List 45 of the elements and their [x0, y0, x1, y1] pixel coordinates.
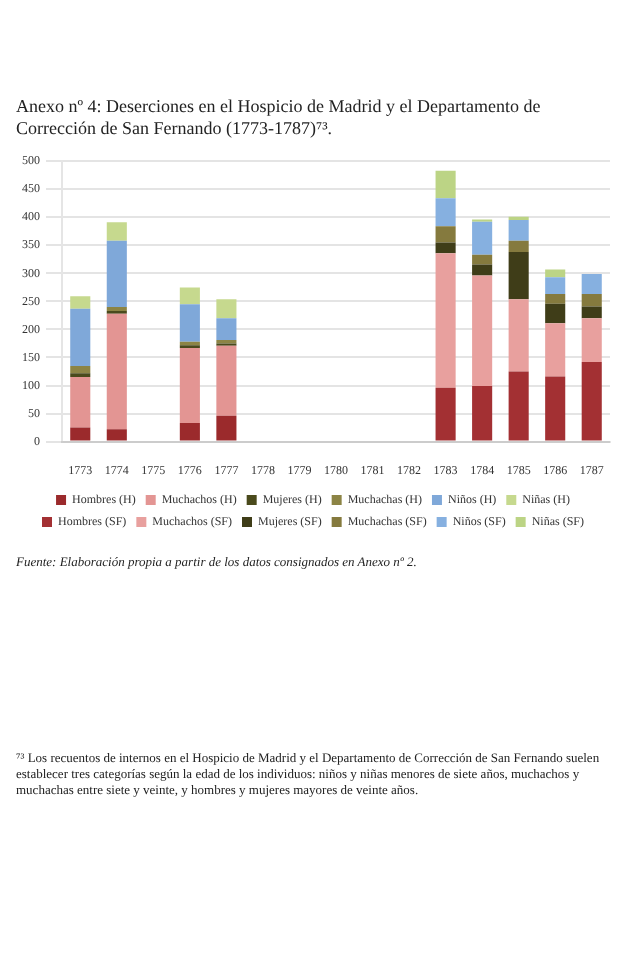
chart-title: Anexo nº 4: Deserciones en el Hospicio de Madrid y el Departamento de Corrección de San Fernando (1773-1787)⁷³.	[16, 96, 543, 140]
bar	[545, 294, 566, 304]
bar	[435, 170, 456, 199]
bar	[216, 415, 237, 441]
bar	[545, 303, 566, 324]
bar	[508, 299, 529, 372]
bar	[508, 371, 529, 441]
bar	[216, 299, 237, 319]
bar	[581, 306, 602, 319]
bar	[435, 226, 456, 243]
bar	[70, 365, 91, 374]
bar	[472, 254, 493, 265]
bar	[70, 296, 91, 309]
bar	[472, 264, 493, 276]
bar	[179, 347, 200, 424]
bar	[545, 277, 566, 295]
bar	[472, 275, 493, 387]
bar	[179, 304, 200, 342]
bar	[472, 221, 493, 255]
bar	[216, 345, 237, 416]
bar	[508, 240, 529, 253]
bar	[179, 423, 200, 441]
bar	[106, 222, 127, 241]
bar	[545, 323, 566, 377]
bar	[581, 273, 602, 295]
bar	[581, 318, 602, 362]
bar	[581, 294, 602, 307]
bar	[216, 318, 237, 341]
bar	[70, 377, 91, 428]
bar	[508, 220, 529, 241]
bar	[70, 427, 91, 441]
bar	[472, 386, 493, 441]
bar	[435, 242, 456, 254]
bar	[106, 240, 127, 308]
bar	[435, 387, 456, 441]
bar	[581, 361, 602, 441]
bar	[545, 376, 566, 441]
bar	[435, 198, 456, 227]
bar	[179, 287, 200, 305]
bar	[106, 429, 127, 441]
bar	[106, 313, 127, 430]
bar	[508, 252, 529, 300]
bar	[435, 253, 456, 388]
bar	[545, 269, 566, 278]
bar	[70, 308, 91, 366]
